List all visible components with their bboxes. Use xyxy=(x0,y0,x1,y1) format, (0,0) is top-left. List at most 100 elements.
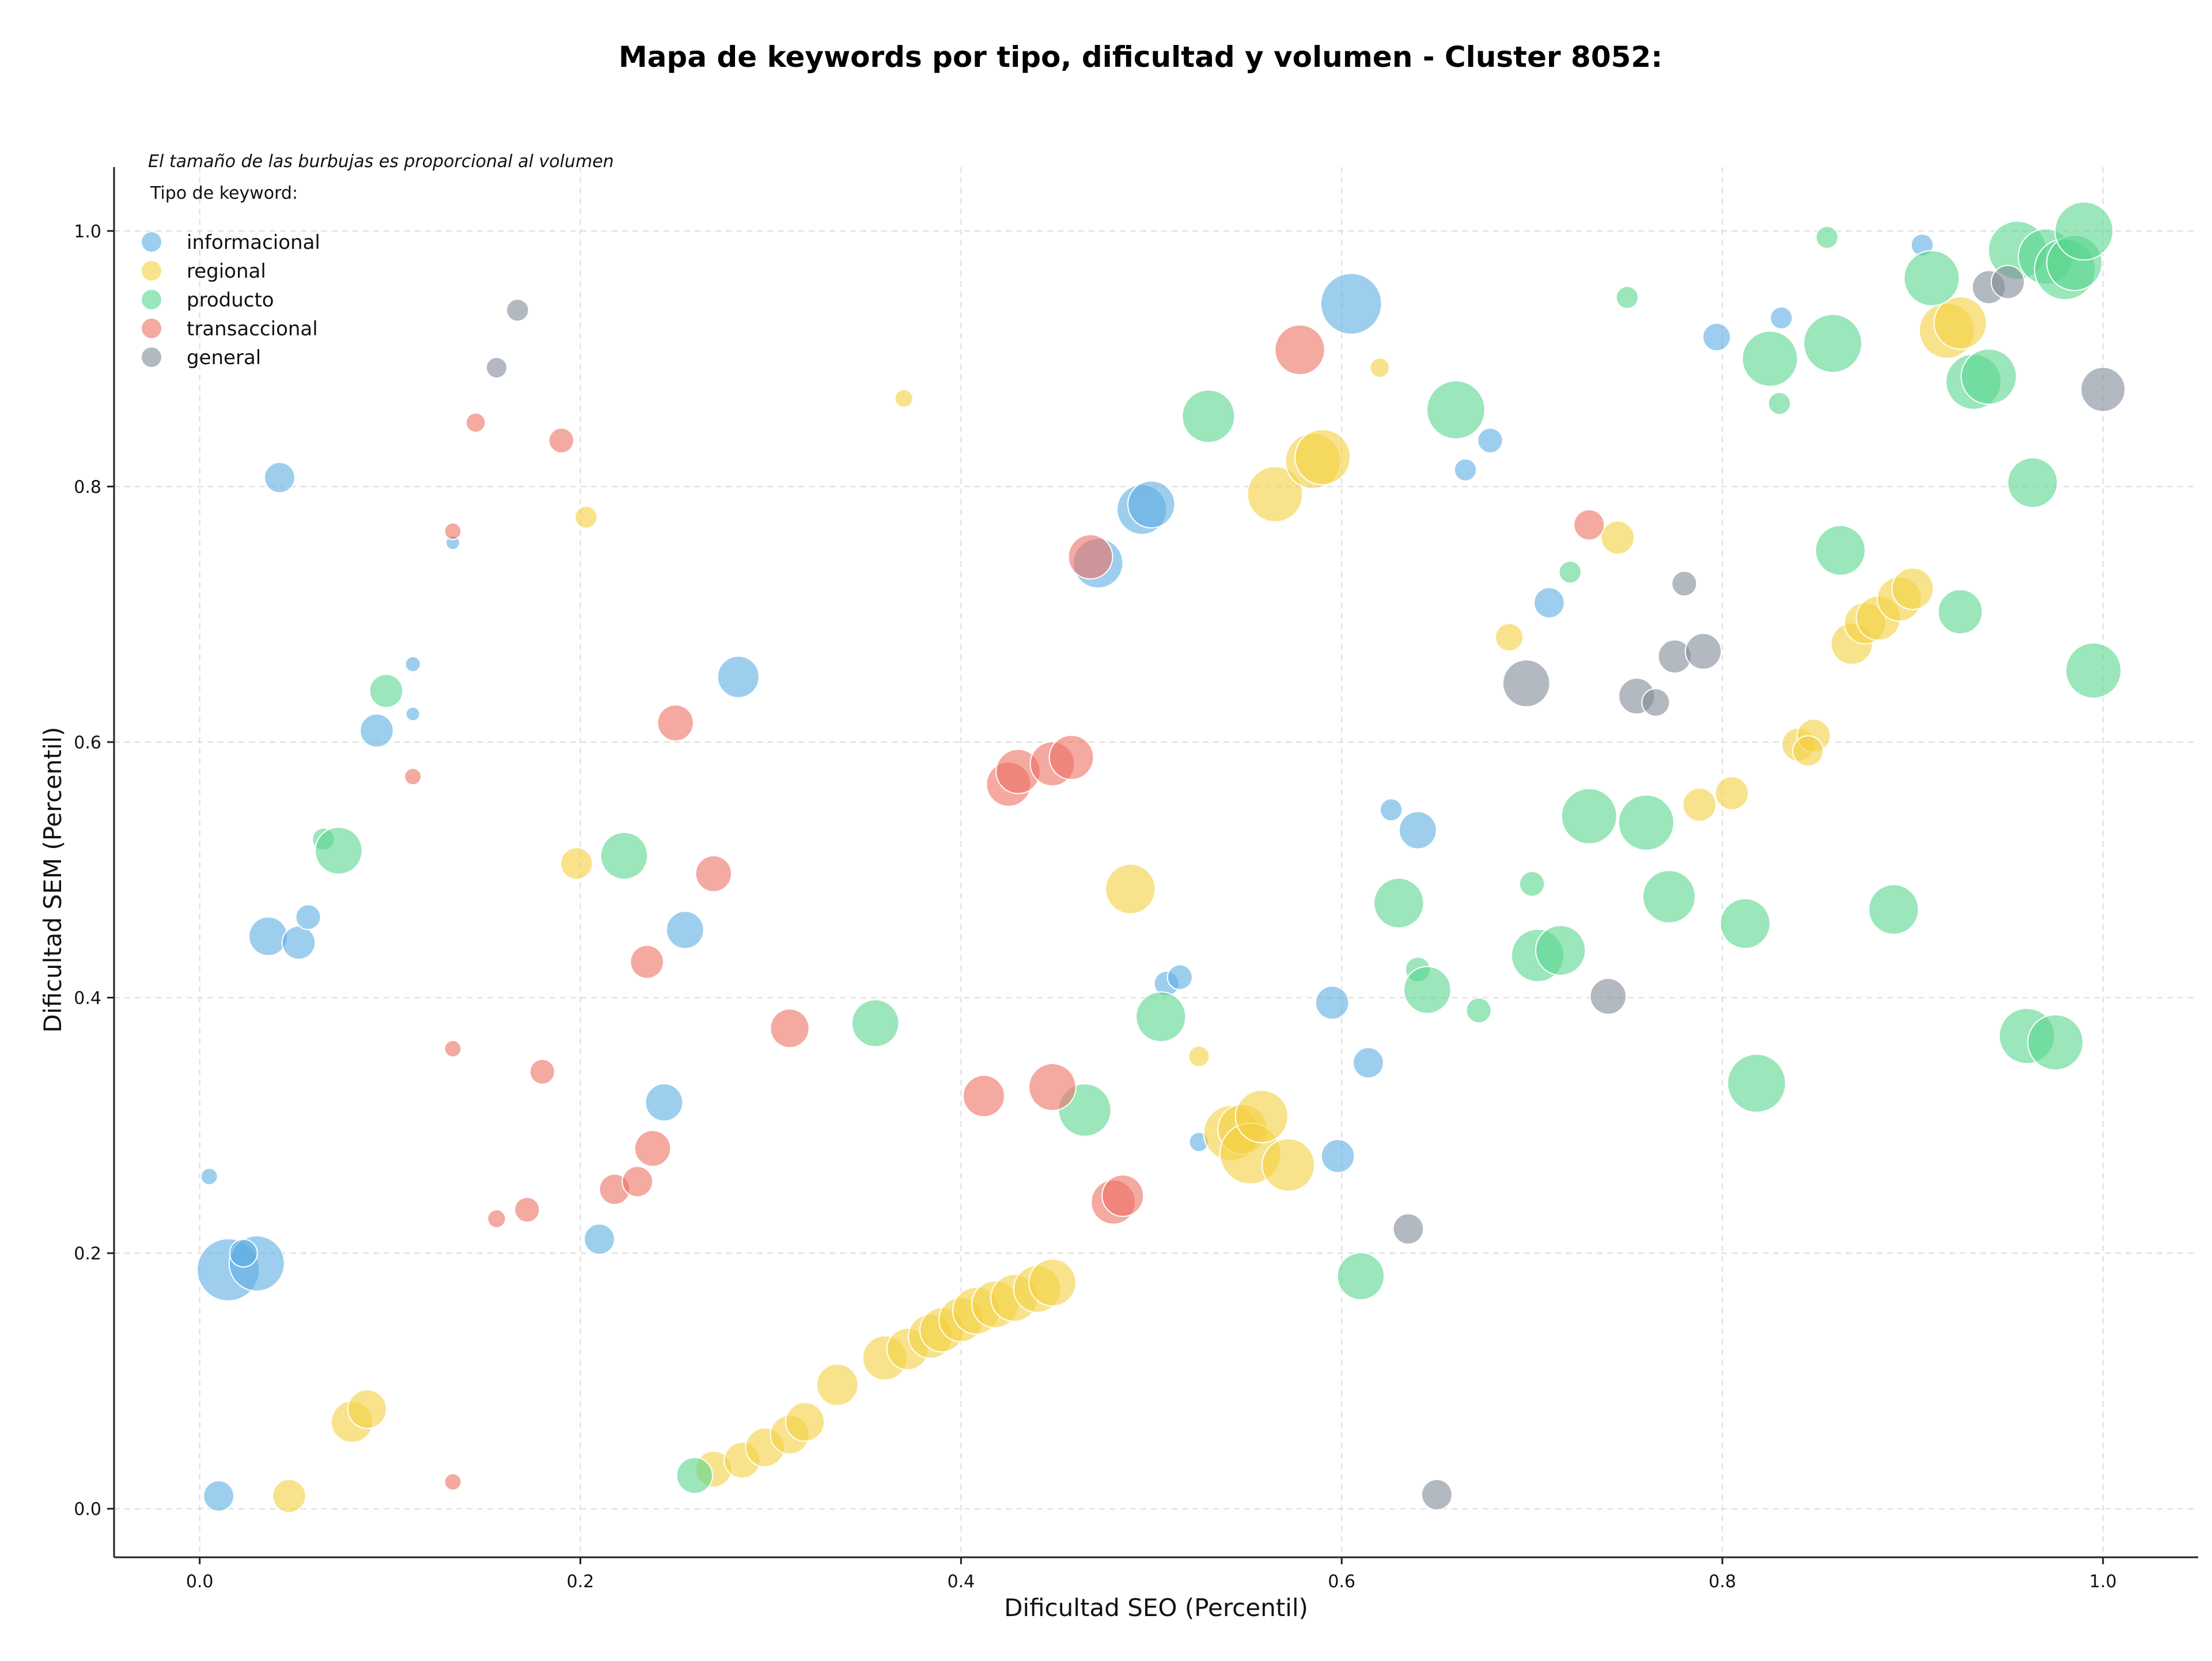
bubble-producto xyxy=(2054,201,2114,261)
x-tick-label: 0.8 xyxy=(1709,1572,1736,1592)
bubble-regional xyxy=(1682,787,1717,822)
bubble-informacional xyxy=(248,916,289,956)
bubble-producto xyxy=(1618,794,1675,851)
bubble-producto xyxy=(1937,589,1983,635)
bubble-transaccional xyxy=(1573,509,1605,541)
bubble-producto xyxy=(1426,380,1486,440)
bubble-transaccional xyxy=(622,1166,654,1198)
y-tick-label: 0.0 xyxy=(74,1500,101,1520)
bubble-transaccional xyxy=(465,412,486,433)
legend-marker-transaccional xyxy=(142,319,161,338)
bubble-regional xyxy=(1294,429,1351,486)
y-tick-label: 0.6 xyxy=(74,733,101,753)
bubble-informacional xyxy=(584,1223,615,1255)
bubble-producto xyxy=(1767,392,1791,415)
bubble-transaccional xyxy=(487,1209,506,1228)
bubble-producto xyxy=(600,831,649,880)
bubble-transaccional xyxy=(962,1074,1005,1118)
bubble-producto xyxy=(1719,898,1771,949)
legend: El tamaño de las burbujas es proporciona… xyxy=(142,152,614,369)
bubble-general xyxy=(1392,1213,1425,1245)
bubble-transaccional xyxy=(695,855,732,892)
y-tick-label: 0.4 xyxy=(74,989,101,1009)
bubble-producto xyxy=(851,999,900,1047)
legend-label-producto: producto xyxy=(187,289,274,312)
bubble-informacional xyxy=(295,904,321,930)
bubble-informacional xyxy=(1702,322,1732,351)
bubble-transaccional xyxy=(1067,534,1113,580)
bubble-informacional xyxy=(200,1167,218,1186)
bubble-regional xyxy=(1105,863,1156,915)
bubble-informacional xyxy=(281,925,316,960)
axes-layer: 0.0 0.2 0.4 0.6 0.8 1.0 0.0 0.2 0.4 0.6 0.8 1.0 xyxy=(74,167,2198,1592)
legend-marker-general xyxy=(142,347,161,367)
bubble-producto xyxy=(1403,966,1452,1015)
bubble-producto xyxy=(1535,925,1586,976)
bubble-producto xyxy=(1560,788,1618,845)
bubble-producto xyxy=(1615,286,1639,309)
bubble-transaccional xyxy=(529,1058,556,1085)
bubble-transaccional xyxy=(548,427,575,454)
bubble-regional xyxy=(1262,1138,1316,1192)
bubble-informacional xyxy=(1453,458,1478,482)
legend-title: Tipo de keyword: xyxy=(150,183,298,203)
bubble-producto xyxy=(1558,560,1582,584)
bubble-producto xyxy=(1373,877,1425,929)
chart-title: Mapa de keywords por tipo, dificultad y … xyxy=(619,40,1662,74)
bubble-informacional xyxy=(264,461,296,494)
bubble-regional xyxy=(894,388,914,408)
bubble-producto xyxy=(2007,457,2058,509)
bubble-producto xyxy=(1135,991,1187,1043)
bubble-regional xyxy=(1792,735,1824,767)
y-tick-label: 0.8 xyxy=(74,477,101,497)
bubble-transaccional xyxy=(404,767,422,786)
bubble-general xyxy=(1684,633,1722,670)
bubble-regional xyxy=(560,847,593,880)
x-tick-label: 0.4 xyxy=(947,1572,975,1592)
bubble-informacional xyxy=(1166,964,1193,990)
bubble-producto xyxy=(1815,525,1866,576)
bubble-producto xyxy=(1727,1053,1786,1113)
bubble-general xyxy=(2080,366,2126,413)
bubble-informacional xyxy=(1315,985,1350,1020)
bubble-general xyxy=(1671,570,1698,597)
bubble-informacional xyxy=(1127,480,1176,529)
bubble-regional xyxy=(1600,520,1635,555)
bubble-size-note: El tamaño de las burbujas es proporciona… xyxy=(148,152,614,172)
bubble-layer xyxy=(196,201,2126,1514)
bubble-informacional xyxy=(665,910,704,949)
legend-label-transaccional: transaccional xyxy=(187,317,318,340)
bubble-transaccional xyxy=(444,1473,462,1491)
bubble-transaccional xyxy=(1048,735,1094,781)
bubble-general xyxy=(1589,978,1627,1015)
bubble-informacional xyxy=(1353,1047,1384,1079)
bubble-general xyxy=(1641,688,1671,717)
bubble-general xyxy=(1502,659,1551,707)
bubble-producto xyxy=(2065,642,2122,699)
legend-marker-informacional xyxy=(142,232,161,252)
bubble-producto xyxy=(676,1456,713,1494)
bubble-transaccional xyxy=(1028,1063,1077,1111)
legend-label-regional: regional xyxy=(187,260,266,283)
bubble-producto xyxy=(1181,389,1236,444)
bubble-general xyxy=(506,298,529,322)
bubble-general xyxy=(1990,264,2025,300)
bubble-general xyxy=(1421,1478,1453,1511)
bubble-producto xyxy=(315,826,363,875)
bubble-producto xyxy=(2027,1014,2084,1071)
bubble-informacional xyxy=(717,655,760,698)
legend-marker-regional xyxy=(142,261,161,281)
bubble-informacional xyxy=(1398,811,1437,850)
y-axis-label: Dificultad SEM (Percentil) xyxy=(39,727,67,1033)
bubble-transaccional xyxy=(1101,1174,1145,1217)
bubble-regional xyxy=(1188,1045,1210,1068)
x-tick-label: 0.6 xyxy=(1328,1572,1355,1592)
bubble-informacional xyxy=(405,706,421,722)
bubble-producto xyxy=(1960,348,2017,405)
bubble-general xyxy=(486,357,508,379)
bubble-informacional xyxy=(1477,427,1503,454)
bubble-informacional xyxy=(404,656,421,672)
bubble-producto xyxy=(1465,997,1492,1024)
